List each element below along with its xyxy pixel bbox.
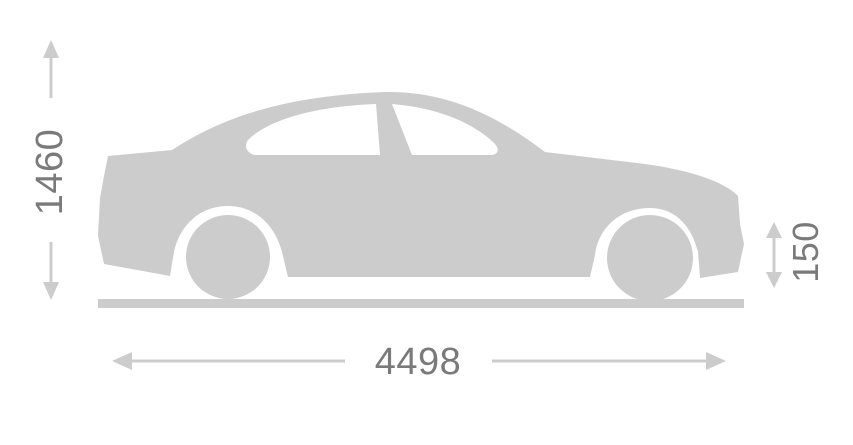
ground-clearance-arrow bbox=[766, 222, 782, 288]
rear-window bbox=[246, 104, 380, 155]
front-window bbox=[392, 104, 498, 155]
ground-line bbox=[98, 299, 744, 308]
length-value-label: 4498 bbox=[374, 341, 462, 383]
sedan-side-silhouette-icon bbox=[98, 91, 744, 301]
length-arrow bbox=[112, 352, 726, 370]
height-value-label: 1460 bbox=[29, 128, 71, 216]
ground-clearance-value-label: 150 bbox=[785, 221, 826, 283]
rear-wheel bbox=[186, 215, 270, 299]
height-arrow bbox=[43, 40, 59, 300]
front-wheel bbox=[607, 215, 693, 301]
